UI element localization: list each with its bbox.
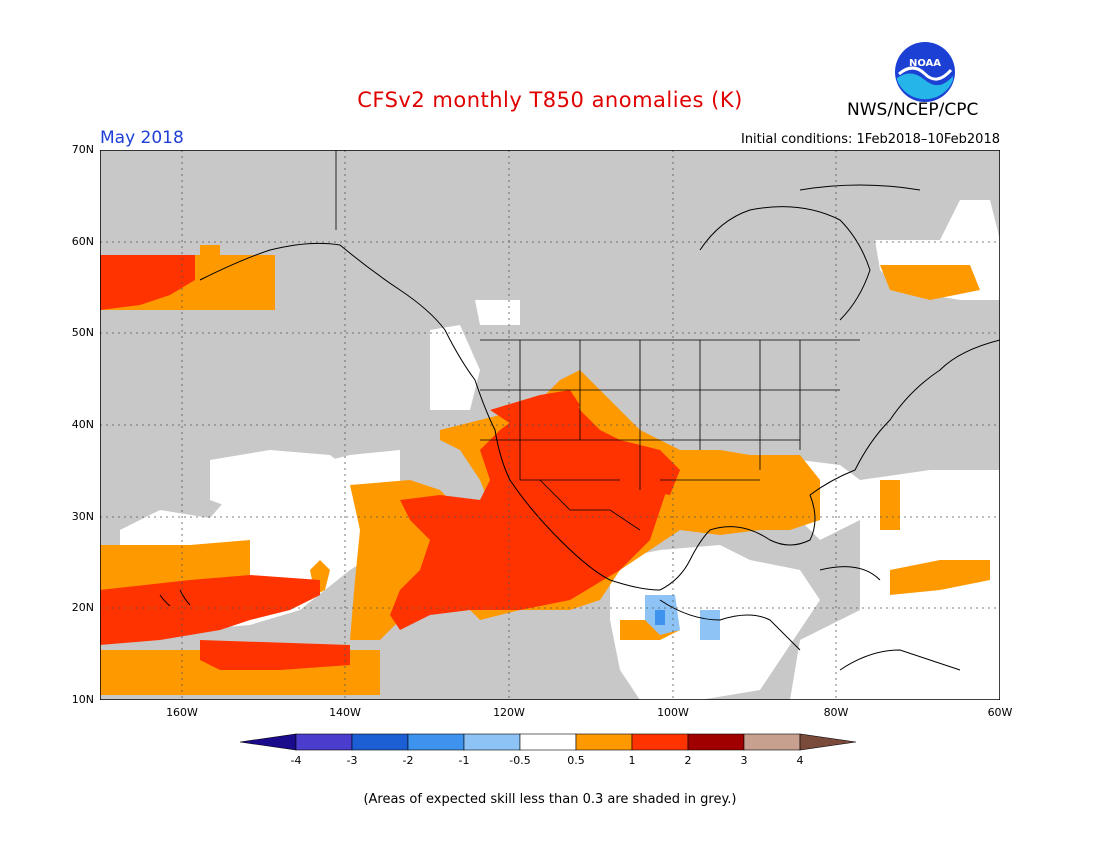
org-label: NWS/NCEP/CPC <box>847 100 979 120</box>
colorbar-label: -0.5 <box>509 754 531 767</box>
noaa-logo-icon: NOAA <box>895 42 955 102</box>
colorbar-label: 2 <box>684 754 692 767</box>
map-title: CFSv2 monthly T850 anomalies (K) <box>300 88 800 112</box>
colorbar-segment <box>743 733 801 751</box>
colorbar-label: 0.5 <box>567 754 585 767</box>
colorbar-segment <box>351 733 409 751</box>
lon-tick-140w: 140W <box>329 706 361 719</box>
logo-text: NOAA <box>909 58 941 69</box>
colorbar-segment <box>687 733 745 751</box>
colorbar-label: 4 <box>796 754 804 767</box>
lat-tick-40n: 40N <box>71 418 94 431</box>
lon-tick-60w: 60W <box>987 706 1013 719</box>
coastlines <box>159 184 1000 671</box>
lon-tick-160w: 160W <box>166 706 198 719</box>
colorbar-segment <box>463 733 521 751</box>
colorbar-label: 1 <box>628 754 636 767</box>
colorbar-segment <box>631 733 689 751</box>
colorbar-segment <box>575 733 633 751</box>
political-boundaries <box>335 150 860 531</box>
lat-tick-70n: 70N <box>71 143 94 156</box>
lat-tick-50n: 50N <box>71 326 94 339</box>
blue-regions <box>645 595 720 640</box>
colorbar-right-arrow <box>799 733 857 751</box>
lon-tick-120w: 120W <box>493 706 525 719</box>
colorbar-segment <box>407 733 465 751</box>
colorbar-left-arrow <box>240 733 297 751</box>
anomaly-map <box>100 150 1000 700</box>
colorbar-label: -4 <box>290 754 302 767</box>
lat-lon-grid <box>100 150 1000 700</box>
colorbar <box>240 733 857 751</box>
title-text: CFSv2 monthly T850 anomalies (K) <box>357 88 743 112</box>
month-label: May 2018 <box>100 128 184 148</box>
lat-tick-60n: 60N <box>71 235 94 248</box>
lat-tick-20n: 20N <box>71 601 94 614</box>
colorbar-label: 3 <box>740 754 748 767</box>
lat-tick-30n: 30N <box>71 510 94 523</box>
colorbar-label: -2 <box>402 754 414 767</box>
colorbar-label: -3 <box>346 754 358 767</box>
initial-conditions-label: Initial conditions: 1Feb2018–10Feb2018 <box>740 132 1000 147</box>
lat-tick-10n: 10N <box>71 693 94 706</box>
colorbar-segment <box>295 733 353 751</box>
colorbar-label: -1 <box>458 754 470 767</box>
footnote: (Areas of expected skill less than 0.3 a… <box>363 792 737 807</box>
lon-tick-80w: 80W <box>823 706 849 719</box>
lon-tick-100w: 100W <box>657 706 689 719</box>
colorbar-segment <box>519 733 577 751</box>
